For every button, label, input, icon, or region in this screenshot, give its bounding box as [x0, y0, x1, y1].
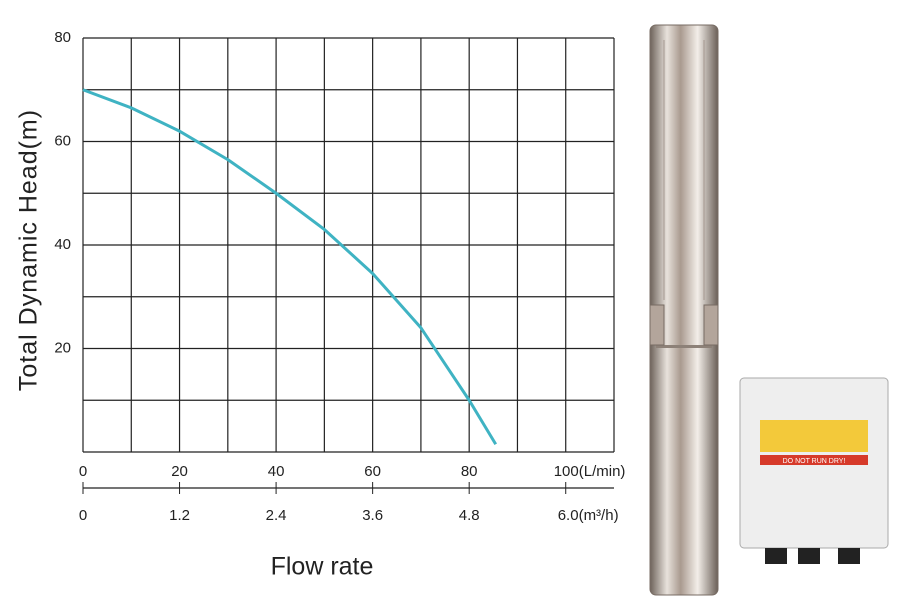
x-tick-label: 60	[364, 463, 381, 480]
x-tick-label: 100(L/min)	[554, 463, 626, 480]
x-tick-label: 80	[461, 463, 478, 480]
x2-tick-label: 6.0(m³/h)	[558, 507, 619, 524]
y-tick-label: 60	[54, 132, 71, 149]
y-axis-title: Total Dynamic Head(m)	[15, 109, 43, 391]
pump-image: DO NOT RUN DRY!	[649, 24, 889, 596]
x-tick-label: 20	[171, 463, 188, 480]
y-tick-label: 40	[54, 236, 71, 253]
y-tick-label: 80	[54, 29, 71, 46]
controller-label: DO NOT RUN DRY!	[783, 458, 846, 465]
x2-tick-label: 3.6	[362, 507, 383, 524]
x-axis-title: Flow rate	[271, 553, 374, 581]
x2-tick-label: 4.8	[459, 507, 480, 524]
x2-tick-label: 1.2	[169, 507, 190, 524]
curve	[82, 88, 498, 446]
y-tick-label: 20	[54, 339, 71, 356]
x2-tick-label: 0	[79, 507, 87, 524]
x-tick-label: 0	[79, 463, 87, 480]
x2-tick-label: 2.4	[266, 507, 287, 524]
x-tick-label: 40	[268, 463, 285, 480]
